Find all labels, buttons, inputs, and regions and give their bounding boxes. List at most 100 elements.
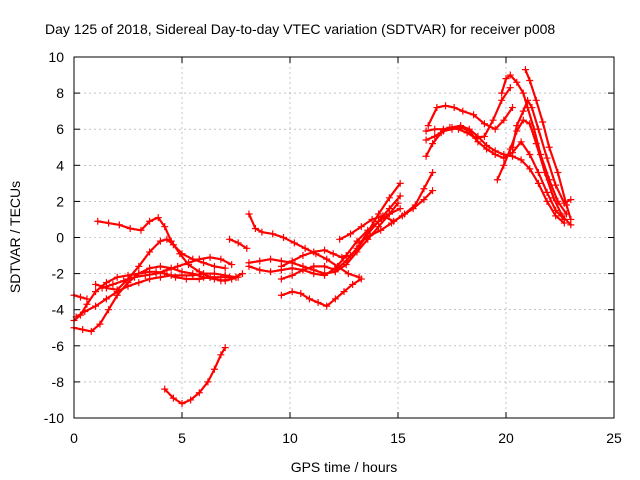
data-point-arc-6 — [169, 241, 177, 249]
data-point-arc-13 — [329, 250, 337, 258]
data-point-arc-23 — [528, 104, 536, 112]
data-point-arc-18 — [450, 104, 458, 112]
data-point-arc-22 — [502, 75, 510, 83]
data-point-arc-3 — [167, 271, 175, 279]
data-point-arc-25 — [526, 120, 534, 128]
data-point-arc-23 — [552, 181, 560, 189]
x-tick-labels: 0 5 10 15 20 25 — [70, 430, 622, 446]
data-point-arc-25 — [513, 127, 521, 135]
data-point-arc-20 — [517, 138, 525, 146]
axis-ticks — [73, 56, 615, 419]
x-tick-label: 0 — [70, 430, 78, 446]
data-point-arc-5 — [217, 277, 225, 285]
data-point-arc-21 — [454, 125, 462, 133]
data-point-arc-25 — [567, 221, 575, 229]
data-point-arc-14 — [385, 194, 393, 202]
data-point-arc-21 — [463, 129, 471, 137]
data-point-arc-13 — [310, 248, 318, 256]
x-tick-label: 20 — [498, 430, 514, 446]
data-point-arc-1 — [182, 275, 190, 283]
chart-title: Day 125 of 2018, Sidereal Day-to-day VTE… — [45, 21, 555, 37]
y-tick-label: 0 — [56, 230, 64, 246]
data-point-arc-20 — [483, 145, 491, 153]
data-point-arc-25 — [532, 140, 540, 148]
data-point-arc-4 — [83, 295, 91, 303]
data-point-arc-11 — [256, 257, 264, 265]
series-arc-15 — [277, 275, 365, 310]
data-point-arc-14 — [321, 262, 329, 270]
y-tick-label: 4 — [56, 157, 64, 173]
series-arc-23 — [508, 96, 575, 207]
series-arc-21 — [422, 84, 514, 160]
data-point-arc-8 — [178, 400, 186, 408]
data-point-arc-2 — [96, 320, 104, 328]
series-line-arc-5 — [96, 216, 244, 282]
data-point-arc-19 — [422, 127, 430, 135]
data-point-arc-15 — [340, 288, 348, 296]
data-point-arc-7 — [174, 262, 182, 270]
data-point-arc-15 — [288, 288, 296, 296]
data-point-arc-18 — [442, 102, 450, 110]
data-point-arc-5 — [105, 219, 113, 227]
data-point-arc-18 — [459, 107, 467, 115]
data-point-arc-6 — [210, 262, 218, 270]
data-point-arc-14 — [364, 228, 372, 236]
data-point-arc-15 — [277, 291, 285, 299]
data-point-arc-15 — [314, 298, 322, 306]
data-point-arc-6 — [163, 235, 171, 243]
data-point-arc-11 — [394, 199, 402, 207]
series-arc-14 — [277, 179, 404, 283]
data-point-arc-21 — [506, 84, 514, 92]
data-point-arc-5 — [115, 221, 123, 229]
data-point-arc-5 — [137, 226, 145, 234]
data-point-arc-14 — [299, 266, 307, 274]
data-point-arc-6 — [200, 259, 208, 267]
data-point-arc-7 — [184, 259, 192, 267]
data-point-arc-21 — [472, 134, 480, 142]
data-point-arc-6 — [221, 264, 229, 272]
data-point-arc-23 — [567, 196, 575, 204]
data-point-arc-6 — [156, 237, 164, 245]
data-point-arc-21 — [429, 140, 437, 148]
data-point-arc-20 — [526, 150, 534, 158]
data-point-arc-17 — [366, 232, 374, 240]
series-line-arc-14 — [280, 182, 402, 281]
series-line-arc-3 — [75, 272, 238, 318]
data-point-arc-18 — [500, 116, 508, 124]
data-point-arc-20 — [474, 138, 482, 146]
data-point-arc-24 — [532, 96, 540, 104]
data-point-arc-13 — [396, 192, 404, 200]
data-point-arc-3 — [156, 273, 164, 281]
data-point-arc-16 — [357, 223, 365, 231]
data-point-arc-13 — [375, 217, 383, 225]
y-axis-label: SDTVAR / TECUs — [7, 181, 23, 293]
data-point-arc-25 — [558, 212, 566, 220]
data-point-arc-8 — [195, 389, 203, 397]
data-point-arc-2 — [156, 262, 164, 270]
data-point-arc-8 — [210, 365, 218, 373]
data-point-arc-13 — [288, 257, 296, 265]
data-point-arc-19 — [534, 179, 542, 187]
data-point-arc-7 — [195, 255, 203, 263]
y-tick-label: 10 — [48, 49, 64, 65]
data-point-arc-5 — [206, 273, 214, 281]
data-point-arc-17 — [409, 205, 417, 213]
data-point-arc-16 — [429, 169, 437, 177]
data-point-arc-7 — [141, 271, 149, 279]
data-point-arc-8 — [161, 385, 169, 393]
data-point-arc-16 — [336, 235, 344, 243]
series-line-arc-18 — [427, 104, 514, 131]
data-point-arc-20 — [552, 206, 560, 214]
data-point-arc-14 — [331, 266, 339, 274]
x-axis-label: GPS time / hours — [291, 459, 398, 475]
data-point-arc-23 — [543, 154, 551, 162]
data-point-arc-5 — [146, 217, 154, 225]
series-arc-22 — [498, 71, 570, 218]
data-point-arc-3 — [210, 270, 218, 278]
data-point-arc-25 — [541, 169, 549, 177]
data-point-arc-20 — [534, 169, 542, 177]
data-point-arc-6 — [92, 280, 100, 288]
data-series-group — [70, 66, 575, 408]
data-point-arc-6 — [135, 262, 143, 270]
data-point-arc-9 — [234, 239, 242, 247]
